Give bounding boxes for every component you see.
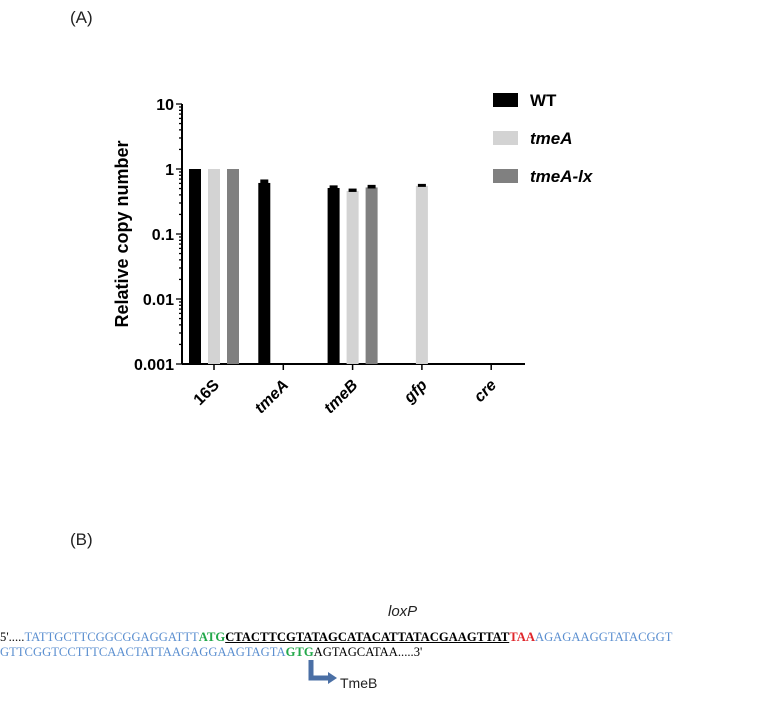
bar (227, 169, 239, 364)
five-prime: 5'..... (0, 630, 25, 644)
bar (327, 188, 340, 364)
y-tick-label: 0.01 (143, 292, 174, 309)
x-tick-label: tmeA (252, 377, 292, 417)
error-bar (329, 185, 338, 190)
start-codon: ATG (198, 630, 226, 644)
y-axis-label: Relative copy number (112, 140, 132, 327)
bar (365, 187, 378, 364)
y-tick-label: 0.1 (152, 227, 174, 244)
bar-chart: 10 1 0.1 0.01 0.001 Relative copy number 16S tm… (112, 91, 594, 417)
y-tick-label: 10 (156, 97, 174, 114)
stop-codon: TAA (509, 630, 535, 644)
error-bar (417, 183, 426, 187)
legend-swatch (493, 93, 518, 107)
legend-label: tmeA-lx (530, 167, 594, 186)
tmeb-start-codon: GTG (285, 645, 314, 659)
bar (208, 169, 220, 364)
x-tick-label: cre (471, 377, 500, 406)
error-bar (367, 184, 376, 189)
x-tick-label: tmeB (321, 377, 361, 417)
legend-label: tmeA (530, 129, 573, 148)
x-tick-label: gfp (400, 377, 430, 407)
legend-swatch (493, 169, 518, 183)
tmeb-label: TmeB (340, 675, 378, 691)
bar (189, 169, 201, 364)
sequence-line-1: 5'.....TATTGCTTCGGCGGAGGATTTATGCTACTTCGT… (0, 630, 672, 645)
y-tick-label: 0.001 (134, 357, 174, 374)
bar (258, 182, 271, 364)
downstream-seq: AGAGAAGGTATACGGT (534, 630, 673, 644)
downstream-seq-2: AGTAGCATAA.....3' (313, 645, 423, 659)
loxp-seq: CTACTTCGTATAGCATACATTATACGAAGTTAT (225, 630, 510, 644)
panel-b-label: (B) (70, 530, 93, 549)
loxp-label: loxP (388, 603, 418, 620)
legend-swatch (493, 131, 518, 145)
bar (346, 190, 359, 364)
y-tick-label: 1 (165, 162, 174, 179)
legend-label: WT (530, 91, 557, 110)
upstream-seq: TATTGCTTCGGCGGAGGATTT (24, 630, 199, 644)
upstream-seq-2: GTTCGGTCCTTTCAACTATTAAGAGGAAGTAGTA (0, 645, 286, 659)
panel-a-label: (A) (70, 8, 93, 27)
sequence-line-2: GTTCGGTCCTTTCAACTATTAAGAGGAAGTAGTAGTGAGT… (0, 645, 422, 660)
x-tick-label: 16S (191, 377, 223, 409)
error-bar (260, 179, 269, 184)
bar (415, 185, 428, 364)
error-bar (348, 188, 357, 192)
